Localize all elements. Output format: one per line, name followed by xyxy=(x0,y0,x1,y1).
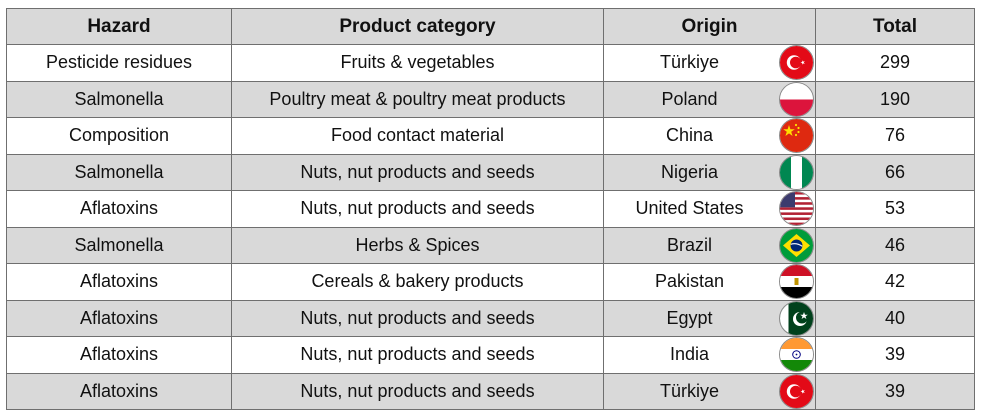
origin-cell: Egypt xyxy=(603,299,816,337)
china-flag-icon xyxy=(780,119,813,153)
product-category-cell: Nuts, nut products and seeds xyxy=(231,190,604,228)
product-category-cell: Food contact material xyxy=(231,117,604,155)
origin-name: Nigeria xyxy=(660,161,719,182)
table-row: Aflatoxins Nuts, nut products and seeds Tü… xyxy=(6,372,975,410)
total-cell: 76 xyxy=(815,117,975,155)
origin-cell: Nigeria xyxy=(603,153,816,191)
origin-cell: United States xyxy=(603,190,816,228)
origin-cell: China xyxy=(603,117,816,155)
hazard-cell: Aflatoxins xyxy=(6,299,232,337)
origin-cell: Poland xyxy=(603,80,816,118)
hazard-cell: Aflatoxins xyxy=(6,263,232,301)
origin-name: Türkiye xyxy=(659,52,719,73)
hazard-cell: Pesticide residues xyxy=(6,44,232,82)
origin-name: United States xyxy=(635,198,744,219)
brazil-flag-icon xyxy=(780,228,813,262)
total-cell: 46 xyxy=(815,226,975,264)
table-row: Salmonella Poultry meat & poultry meat pr… xyxy=(6,80,975,118)
origin-name: Brazil xyxy=(666,234,712,255)
product-category-cell: Nuts, nut products and seeds xyxy=(231,372,604,410)
origin-name: Poland xyxy=(661,88,718,109)
table-row: Aflatoxins Cereals & bakery products Pakis… xyxy=(6,263,975,301)
total-cell: 42 xyxy=(815,263,975,301)
hazard-cell: Composition xyxy=(6,117,232,155)
hazard-cell: Salmonella xyxy=(6,153,232,191)
united-states-flag-icon xyxy=(780,192,813,226)
table-row: Pesticide residues Fruits & vegetables Tür… xyxy=(6,44,975,82)
total-cell: 190 xyxy=(815,80,975,118)
total-cell: 39 xyxy=(815,336,975,374)
origin-cell: Pakistan xyxy=(603,263,816,301)
origin-name: Türkiye xyxy=(659,380,719,401)
table-row: Aflatoxins Nuts, nut products and seeds Un… xyxy=(6,190,975,228)
product-category-cell: Herbs & Spices xyxy=(231,226,604,264)
table-row: Composition Food contact material China 76 xyxy=(6,117,975,155)
column-header-total: Total xyxy=(815,8,975,45)
product-category-cell: Poultry meat & poultry meat products xyxy=(231,80,604,118)
nigeria-flag-icon xyxy=(780,155,813,189)
egypt-flag-icon xyxy=(780,265,813,299)
product-category-cell: Fruits & vegetables xyxy=(231,44,604,82)
origin-name: India xyxy=(669,344,710,365)
total-cell: 39 xyxy=(815,372,975,410)
hazard-cell: Aflatoxins xyxy=(6,190,232,228)
header-row: Hazard Product category Origin Total xyxy=(6,8,975,45)
column-header-origin: Origin xyxy=(603,8,816,45)
hazard-cell: Aflatoxins xyxy=(6,336,232,374)
poland-flag-icon xyxy=(780,82,813,116)
hazard-origin-table: Hazard Product category Origin Total Pes… xyxy=(6,8,975,410)
origin-cell: Türkiye xyxy=(603,372,816,410)
product-category-cell: Nuts, nut products and seeds xyxy=(231,153,604,191)
origin-cell: Türkiye xyxy=(603,44,816,82)
table-row: Salmonella Nuts, nut products and seeds Ni… xyxy=(6,153,975,191)
hazard-cell: Salmonella xyxy=(6,226,232,264)
table-row: Salmonella Herbs & Spices Brazil 46 xyxy=(6,226,975,264)
table-row: Aflatoxins Nuts, nut products and seeds In… xyxy=(6,336,975,374)
hazard-cell: Salmonella xyxy=(6,80,232,118)
origin-name: Pakistan xyxy=(654,271,725,292)
product-category-cell: Cereals & bakery products xyxy=(231,263,604,301)
turkey-flag-icon xyxy=(780,374,813,408)
total-cell: 53 xyxy=(815,190,975,228)
origin-name: China xyxy=(665,125,714,146)
product-category-cell: Nuts, nut products and seeds xyxy=(231,336,604,374)
origin-name: Egypt xyxy=(666,307,713,328)
product-category-cell: Nuts, nut products and seeds xyxy=(231,299,604,337)
total-cell: 40 xyxy=(815,299,975,337)
turkey-flag-icon xyxy=(780,46,813,80)
origin-cell: Brazil xyxy=(603,226,816,264)
table-row: Aflatoxins Nuts, nut products and seeds Eg… xyxy=(6,299,975,337)
column-header-hazard: Hazard xyxy=(6,8,232,45)
pakistan-flag-icon xyxy=(780,301,813,335)
hazard-cell: Aflatoxins xyxy=(6,372,232,410)
column-header-product-category: Product category xyxy=(231,8,604,45)
india-flag-icon xyxy=(780,338,813,372)
total-cell: 66 xyxy=(815,153,975,191)
origin-cell: India xyxy=(603,336,816,374)
total-cell: 299 xyxy=(815,44,975,82)
